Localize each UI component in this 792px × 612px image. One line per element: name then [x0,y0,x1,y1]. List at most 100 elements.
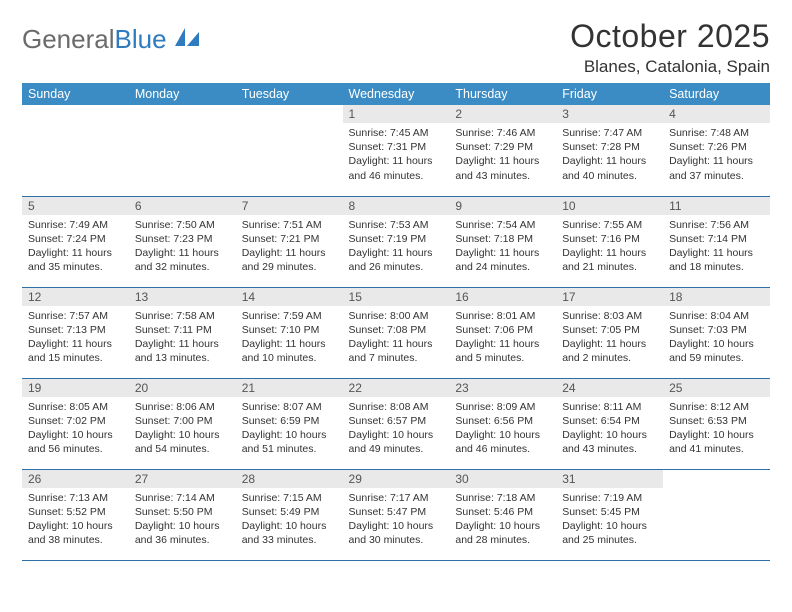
calendar-cell: 2Sunrise: 7:46 AMSunset: 7:29 PMDaylight… [449,105,556,196]
day-number: 23 [449,379,556,397]
day-number: 3 [556,105,663,123]
calendar-cell: 4Sunrise: 7:48 AMSunset: 7:26 PMDaylight… [663,105,770,196]
calendar-cell: 29Sunrise: 7:17 AMSunset: 5:47 PMDayligh… [343,469,450,560]
logo-text-blue: Blue [115,24,167,55]
day-number: 27 [129,470,236,488]
calendar-cell [663,469,770,560]
calendar-cell: 3Sunrise: 7:47 AMSunset: 7:28 PMDaylight… [556,105,663,196]
title-block: October 2025 Blanes, Catalonia, Spain [570,18,770,77]
day-content: Sunrise: 7:19 AMSunset: 5:45 PMDaylight:… [556,488,663,550]
day-content: Sunrise: 7:49 AMSunset: 7:24 PMDaylight:… [22,215,129,277]
day-number: 29 [343,470,450,488]
day-number: 5 [22,197,129,215]
day-number: 2 [449,105,556,123]
day-number: 4 [663,105,770,123]
day-content: Sunrise: 7:57 AMSunset: 7:13 PMDaylight:… [22,306,129,368]
calendar-cell: 21Sunrise: 8:07 AMSunset: 6:59 PMDayligh… [236,378,343,469]
calendar-cell: 1Sunrise: 7:45 AMSunset: 7:31 PMDaylight… [343,105,450,196]
day-content: Sunrise: 8:01 AMSunset: 7:06 PMDaylight:… [449,306,556,368]
day-content: Sunrise: 7:18 AMSunset: 5:46 PMDaylight:… [449,488,556,550]
day-content: Sunrise: 7:53 AMSunset: 7:19 PMDaylight:… [343,215,450,277]
calendar-cell: 23Sunrise: 8:09 AMSunset: 6:56 PMDayligh… [449,378,556,469]
day-content: Sunrise: 8:04 AMSunset: 7:03 PMDaylight:… [663,306,770,368]
day-number: 30 [449,470,556,488]
day-content: Sunrise: 8:07 AMSunset: 6:59 PMDaylight:… [236,397,343,459]
day-number: 11 [663,197,770,215]
day-number: 20 [129,379,236,397]
calendar-cell: 7Sunrise: 7:51 AMSunset: 7:21 PMDaylight… [236,196,343,287]
calendar-cell: 22Sunrise: 8:08 AMSunset: 6:57 PMDayligh… [343,378,450,469]
day-number: 1 [343,105,450,123]
day-content: Sunrise: 7:13 AMSunset: 5:52 PMDaylight:… [22,488,129,550]
location: Blanes, Catalonia, Spain [570,57,770,77]
day-content: Sunrise: 8:12 AMSunset: 6:53 PMDaylight:… [663,397,770,459]
day-content: Sunrise: 8:11 AMSunset: 6:54 PMDaylight:… [556,397,663,459]
calendar-cell: 11Sunrise: 7:56 AMSunset: 7:14 PMDayligh… [663,196,770,287]
calendar-body: 1Sunrise: 7:45 AMSunset: 7:31 PMDaylight… [22,105,770,560]
calendar-cell [22,105,129,196]
day-number: 19 [22,379,129,397]
day-content: Sunrise: 7:59 AMSunset: 7:10 PMDaylight:… [236,306,343,368]
day-number: 6 [129,197,236,215]
calendar-cell: 18Sunrise: 8:04 AMSunset: 7:03 PMDayligh… [663,287,770,378]
day-number: 31 [556,470,663,488]
day-number: 24 [556,379,663,397]
day-content: Sunrise: 8:05 AMSunset: 7:02 PMDaylight:… [22,397,129,459]
calendar-cell: 28Sunrise: 7:15 AMSunset: 5:49 PMDayligh… [236,469,343,560]
day-number: 18 [663,288,770,306]
logo-sail-icon [173,24,201,55]
calendar-cell: 17Sunrise: 8:03 AMSunset: 7:05 PMDayligh… [556,287,663,378]
day-content: Sunrise: 7:55 AMSunset: 7:16 PMDaylight:… [556,215,663,277]
month-title: October 2025 [570,18,770,55]
day-content: Sunrise: 7:14 AMSunset: 5:50 PMDaylight:… [129,488,236,550]
day-number: 16 [449,288,556,306]
day-content: Sunrise: 8:09 AMSunset: 6:56 PMDaylight:… [449,397,556,459]
day-number: 26 [22,470,129,488]
day-content: Sunrise: 7:46 AMSunset: 7:29 PMDaylight:… [449,123,556,185]
calendar-cell: 16Sunrise: 8:01 AMSunset: 7:06 PMDayligh… [449,287,556,378]
header: GeneralBlue October 2025 Blanes, Catalon… [22,18,770,77]
calendar-cell: 26Sunrise: 7:13 AMSunset: 5:52 PMDayligh… [22,469,129,560]
calendar-cell: 31Sunrise: 7:19 AMSunset: 5:45 PMDayligh… [556,469,663,560]
day-content: Sunrise: 7:56 AMSunset: 7:14 PMDaylight:… [663,215,770,277]
day-content: Sunrise: 7:45 AMSunset: 7:31 PMDaylight:… [343,123,450,185]
weekday-header-row: SundayMondayTuesdayWednesdayThursdayFrid… [22,83,770,105]
calendar-cell: 6Sunrise: 7:50 AMSunset: 7:23 PMDaylight… [129,196,236,287]
day-content: Sunrise: 7:48 AMSunset: 7:26 PMDaylight:… [663,123,770,185]
calendar-row: 26Sunrise: 7:13 AMSunset: 5:52 PMDayligh… [22,469,770,560]
calendar-cell [236,105,343,196]
day-content: Sunrise: 8:00 AMSunset: 7:08 PMDaylight:… [343,306,450,368]
weekday-header: Tuesday [236,83,343,105]
day-content: Sunrise: 7:17 AMSunset: 5:47 PMDaylight:… [343,488,450,550]
calendar-cell: 8Sunrise: 7:53 AMSunset: 7:19 PMDaylight… [343,196,450,287]
logo-text-gray: General [22,24,115,55]
day-number: 10 [556,197,663,215]
day-number: 9 [449,197,556,215]
day-content: Sunrise: 8:08 AMSunset: 6:57 PMDaylight:… [343,397,450,459]
calendar-row: 12Sunrise: 7:57 AMSunset: 7:13 PMDayligh… [22,287,770,378]
weekday-header: Saturday [663,83,770,105]
calendar-cell: 14Sunrise: 7:59 AMSunset: 7:10 PMDayligh… [236,287,343,378]
calendar-cell: 24Sunrise: 8:11 AMSunset: 6:54 PMDayligh… [556,378,663,469]
day-number: 28 [236,470,343,488]
weekday-header: Wednesday [343,83,450,105]
weekday-header: Friday [556,83,663,105]
day-number: 7 [236,197,343,215]
calendar-row: 1Sunrise: 7:45 AMSunset: 7:31 PMDaylight… [22,105,770,196]
day-content: Sunrise: 7:50 AMSunset: 7:23 PMDaylight:… [129,215,236,277]
day-content: Sunrise: 7:51 AMSunset: 7:21 PMDaylight:… [236,215,343,277]
logo: GeneralBlue [22,24,201,55]
calendar-cell: 13Sunrise: 7:58 AMSunset: 7:11 PMDayligh… [129,287,236,378]
calendar-cell: 25Sunrise: 8:12 AMSunset: 6:53 PMDayligh… [663,378,770,469]
calendar-page: GeneralBlue October 2025 Blanes, Catalon… [0,0,792,561]
calendar-cell [129,105,236,196]
day-number: 8 [343,197,450,215]
calendar-cell: 9Sunrise: 7:54 AMSunset: 7:18 PMDaylight… [449,196,556,287]
calendar-cell: 19Sunrise: 8:05 AMSunset: 7:02 PMDayligh… [22,378,129,469]
calendar-row: 5Sunrise: 7:49 AMSunset: 7:24 PMDaylight… [22,196,770,287]
day-number: 17 [556,288,663,306]
weekday-header: Thursday [449,83,556,105]
calendar-cell: 10Sunrise: 7:55 AMSunset: 7:16 PMDayligh… [556,196,663,287]
day-number: 21 [236,379,343,397]
calendar-cell: 15Sunrise: 8:00 AMSunset: 7:08 PMDayligh… [343,287,450,378]
